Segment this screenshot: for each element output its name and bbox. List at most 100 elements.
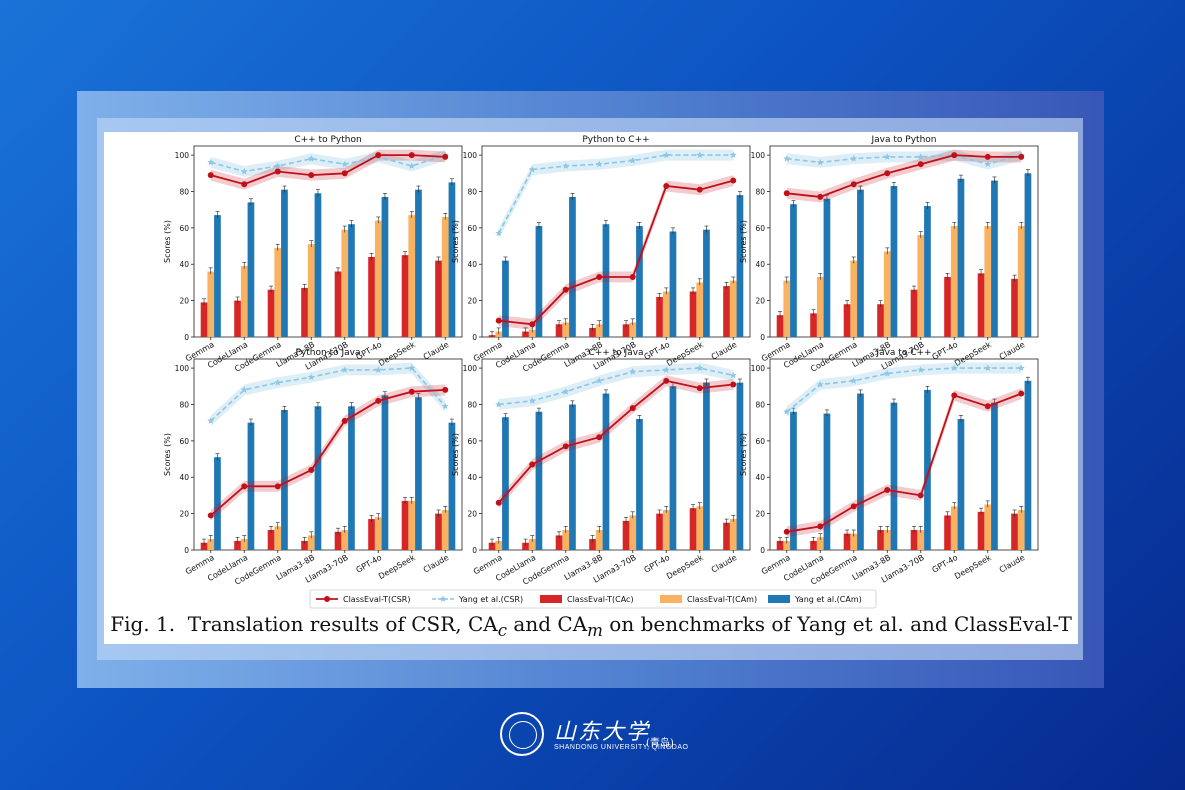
yang-csr-point — [783, 408, 791, 415]
yang-csr-point — [850, 377, 858, 384]
yang-csr-line — [786, 154, 1022, 166]
bar-classeval-cam — [374, 517, 382, 550]
bar-yang-cam — [857, 189, 864, 337]
classeval-csr-point — [984, 153, 991, 160]
bar-classeval-cac — [843, 304, 851, 337]
y-tick-label: 60 — [467, 224, 477, 233]
plot-frame — [769, 358, 1039, 551]
bar-yang-cam — [314, 193, 322, 337]
y-tick-label: 100 — [751, 151, 766, 160]
bar-classeval-cam — [629, 515, 637, 550]
yang-csr-point — [816, 158, 824, 166]
yang-csr-point — [528, 166, 536, 173]
y-tick-label: 40 — [467, 260, 477, 269]
classeval-csr-point — [917, 492, 924, 499]
university-seal-icon — [500, 712, 544, 756]
y-axis-label: Scores (%) — [739, 433, 748, 476]
bar-yang-cam — [736, 382, 744, 550]
bar-classeval-cac — [200, 542, 208, 550]
bar-yang-cam — [502, 260, 509, 337]
y-tick-label: 40 — [755, 473, 765, 482]
bar-classeval-cac — [589, 539, 596, 550]
yang-csr-point — [917, 153, 925, 160]
classeval-csr-line — [786, 154, 1022, 198]
bar-yang-cam — [415, 189, 422, 337]
bar-classeval-cac — [589, 327, 596, 337]
x-tick-label: Claude — [710, 340, 739, 362]
bar-classeval-cam — [562, 529, 570, 550]
y-tick-label: 40 — [755, 260, 765, 269]
bar-classeval-cac — [723, 286, 730, 337]
classeval-csr-point — [207, 512, 214, 519]
bar-classeval-cam — [783, 280, 791, 337]
y-tick-label: 0 — [184, 333, 189, 342]
y-tick-label: 60 — [179, 224, 189, 233]
yang-csr-point — [374, 366, 382, 373]
classeval-csr-point — [917, 161, 924, 168]
classeval-csr-line — [210, 389, 446, 517]
university-footer: 山东大学 (青岛) SHANDONG UNIVERSITY, QINGDAO — [500, 712, 700, 762]
bar-yang-cam — [602, 393, 610, 550]
yang-csr-point — [408, 162, 416, 169]
classeval-csr-point — [442, 153, 449, 160]
yang-csr-point — [240, 167, 248, 175]
yang-csr-point — [562, 162, 570, 169]
bar-yang-cam — [214, 215, 221, 337]
chart-title: C++ to Python — [294, 135, 361, 145]
x-tick-label: Claude — [422, 340, 451, 362]
x-tick-label: DeepSeek — [377, 553, 417, 581]
bar-yang-cam — [602, 224, 610, 337]
bar-classeval-cac — [267, 529, 275, 550]
bar-classeval-cam — [917, 529, 925, 550]
classeval-csr-point — [951, 152, 958, 159]
bar-classeval-cam — [207, 539, 215, 550]
legend-swatch-patch — [660, 595, 682, 603]
classeval-csr-point — [562, 286, 569, 293]
bar-classeval-cam — [595, 529, 603, 550]
y-axis-label: Scores (%) — [451, 433, 460, 476]
y-tick-label: 20 — [755, 297, 765, 306]
yang-csr-point — [629, 368, 637, 375]
classeval-csr-point — [495, 499, 502, 506]
bar-classeval-cac — [622, 520, 630, 550]
y-tick-label: 40 — [179, 473, 189, 482]
bar-classeval-cam — [495, 540, 503, 550]
yang-csr-point — [917, 366, 925, 373]
bar-classeval-cam — [240, 266, 248, 337]
yang-csr-line — [498, 154, 734, 234]
yang-csr-point — [562, 388, 570, 395]
classeval-csr-point — [442, 386, 449, 393]
y-tick-label: 80 — [467, 400, 477, 409]
bar-classeval-cac — [723, 522, 730, 550]
y-axis-label: Scores (%) — [163, 220, 172, 263]
yang-csr-point — [662, 151, 670, 158]
bar-classeval-cac — [368, 519, 375, 550]
bar-yang-cam — [214, 457, 221, 550]
y-tick-label: 100 — [175, 151, 190, 160]
bar-yang-cam — [957, 178, 965, 337]
yang-csr-band — [786, 149, 1022, 170]
bar-classeval-cam — [816, 276, 824, 337]
bar-classeval-cac — [301, 540, 308, 550]
yang-csr-point — [207, 158, 215, 166]
bar-classeval-cac — [810, 540, 817, 550]
yang-csr-point — [729, 151, 737, 158]
bar-classeval-cac — [488, 542, 496, 550]
legend-label: ClassEval-T(CSR) — [343, 595, 410, 604]
bar-classeval-cam — [274, 526, 282, 550]
bar-classeval-cac — [334, 271, 342, 337]
yang-csr-point — [274, 162, 282, 169]
yang-csr-point — [696, 151, 704, 158]
bar-yang-cam — [636, 419, 643, 550]
y-tick-label: 80 — [179, 400, 189, 409]
yang-csr-point — [816, 380, 824, 388]
brand-chinese: 山东大学 — [554, 720, 651, 745]
bar-classeval-cam — [441, 216, 449, 337]
yang-csr-point — [307, 373, 315, 381]
yang-csr-point — [850, 155, 858, 162]
chart-panel: Python to C++Scores (%)020406080100Gemma… — [451, 135, 751, 374]
bar-yang-cam — [348, 406, 355, 550]
classeval-csr-point — [629, 273, 636, 280]
classeval-csr-point — [629, 405, 636, 412]
